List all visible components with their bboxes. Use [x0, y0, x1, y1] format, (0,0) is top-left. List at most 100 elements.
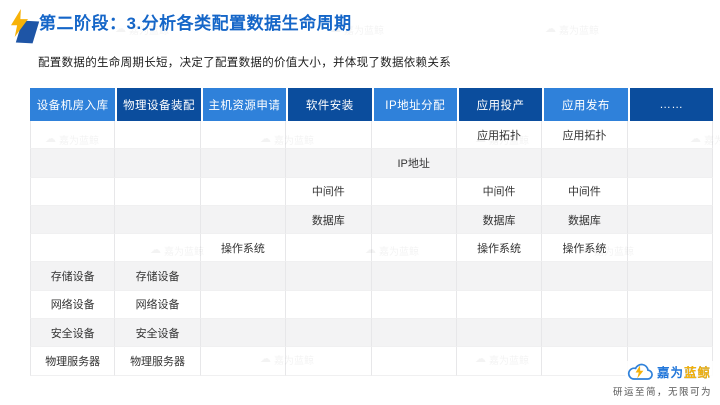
table-cell: IP地址 [371, 149, 457, 178]
table-cell: 操作系统 [542, 234, 628, 263]
cloud-logo-icon [627, 363, 653, 380]
cloud-icon: ☁ [545, 23, 556, 35]
column-header: 应用发布 [542, 88, 628, 121]
table-cell: 数据库 [286, 205, 372, 235]
table-cell [200, 262, 287, 291]
table-cell [371, 262, 457, 291]
table-row: 中间件 中间件 中间件 [30, 177, 713, 206]
table-cell: 安全设备 [30, 319, 116, 348]
column-header: 软件安装 [286, 88, 372, 121]
brand-watermark: ☁嘉为蓝鲸 [545, 22, 599, 38]
table-cell [627, 205, 713, 235]
table-cell [627, 121, 713, 150]
table-cell [456, 319, 543, 348]
table-cell [30, 205, 116, 235]
table-row: IP地址 [30, 149, 713, 178]
table-cell [115, 177, 201, 206]
table-cell [627, 177, 713, 206]
table-cell [456, 347, 543, 376]
table-cell [542, 347, 628, 376]
table-cell [627, 319, 713, 348]
table-cell: 中间件 [286, 177, 372, 206]
table-row: 物理服务器 物理服务器 [30, 347, 713, 376]
table-row: 安全设备 安全设备 [30, 319, 713, 348]
table-cell: 网络设备 [30, 290, 116, 320]
table-cell: 操作系统 [200, 234, 287, 263]
table-cell [456, 262, 543, 291]
table-cell [627, 234, 713, 263]
table-cell [371, 234, 457, 263]
table-cell [115, 234, 201, 263]
column-header: 设备机房入库 [30, 88, 116, 121]
table-cell [371, 177, 457, 206]
table-cell [286, 347, 372, 376]
table-cell [115, 205, 201, 235]
table-cell [542, 290, 628, 320]
table-cell [542, 319, 628, 348]
table-cell [286, 262, 372, 291]
table-cell [30, 177, 116, 206]
table-cell [286, 149, 372, 178]
table-cell: 存储设备 [30, 262, 116, 291]
table-cell [371, 121, 457, 150]
table-cell [286, 319, 372, 348]
lifecycle-table: 设备机房入库 物理设备装配 主机资源申请 软件安装 IP地址分配 应用投产 应用发布…… 应… [30, 88, 713, 376]
table-cell [542, 149, 628, 178]
table-cell [200, 149, 287, 178]
table-cell [286, 290, 372, 320]
footer-brand: 嘉为蓝鲸 [624, 361, 713, 382]
table-cell [371, 290, 457, 320]
subtitle-text: 配置数据的生命周期长短，决定了配置数据的价值大小，并体现了数据依赖关系 [38, 57, 451, 69]
table-cell [456, 290, 543, 320]
table-cell: 安全设备 [115, 319, 201, 348]
table-cell: 物理服务器 [30, 347, 116, 376]
column-header: 应用投产 [456, 88, 543, 121]
table-cell: 存储设备 [115, 262, 201, 291]
table-cell [200, 205, 287, 235]
table-cell [286, 121, 372, 150]
column-header: 物理设备装配 [115, 88, 201, 121]
table-cell: 应用拓扑 [542, 121, 628, 150]
table-cell: 网络设备 [115, 290, 201, 320]
table-row: 数据库 数据库 数据库 [30, 205, 713, 235]
table-cell [200, 290, 287, 320]
table-cell: 操作系统 [456, 234, 543, 263]
table-header-row: 设备机房入库 物理设备装配 主机资源申请 软件安装 IP地址分配 应用投产 应用发布…… [30, 88, 713, 121]
table-cell [30, 121, 116, 150]
table-cell: 数据库 [456, 205, 543, 235]
table-cell [200, 177, 287, 206]
table-cell: 数据库 [542, 205, 628, 235]
table-row: 操作系统 操作系统 操作系统 [30, 234, 713, 263]
table-cell [200, 121, 287, 150]
table-cell [371, 205, 457, 235]
table-cell [30, 149, 116, 178]
column-header: IP地址分配 [371, 88, 457, 121]
table-cell: 中间件 [542, 177, 628, 206]
brand-tagline: 研运至简，无限可为 [612, 387, 712, 398]
brand-name: 嘉为蓝鲸 [656, 366, 711, 380]
table-cell [200, 319, 287, 348]
table-cell: 应用拓扑 [456, 121, 543, 150]
table-cell [371, 347, 457, 376]
table-cell [627, 290, 713, 320]
table-cell: 中间件 [456, 177, 543, 206]
watermark-text: 嘉为蓝鲸 [559, 26, 599, 37]
column-header: 主机资源申请 [200, 88, 287, 121]
table-cell [627, 262, 713, 291]
canway-logo-mark [10, 8, 40, 48]
table-row: 存储设备 存储设备 [30, 262, 713, 291]
table-cell [371, 319, 457, 348]
table-cell [286, 234, 372, 263]
table-cell [627, 149, 713, 178]
page-title: 第二阶段：3.分析各类配置数据生命周期 [39, 14, 352, 33]
table-cell [115, 149, 201, 178]
table-cell [30, 234, 116, 263]
table-cell [115, 121, 201, 150]
table-cell [200, 347, 287, 376]
table-cell [542, 262, 628, 291]
table-row: 网络设备 网络设备 [30, 290, 713, 320]
table-cell: 物理服务器 [115, 347, 201, 376]
table-row: 应用拓扑 应用拓扑 [30, 121, 713, 150]
table-cell [456, 149, 543, 178]
